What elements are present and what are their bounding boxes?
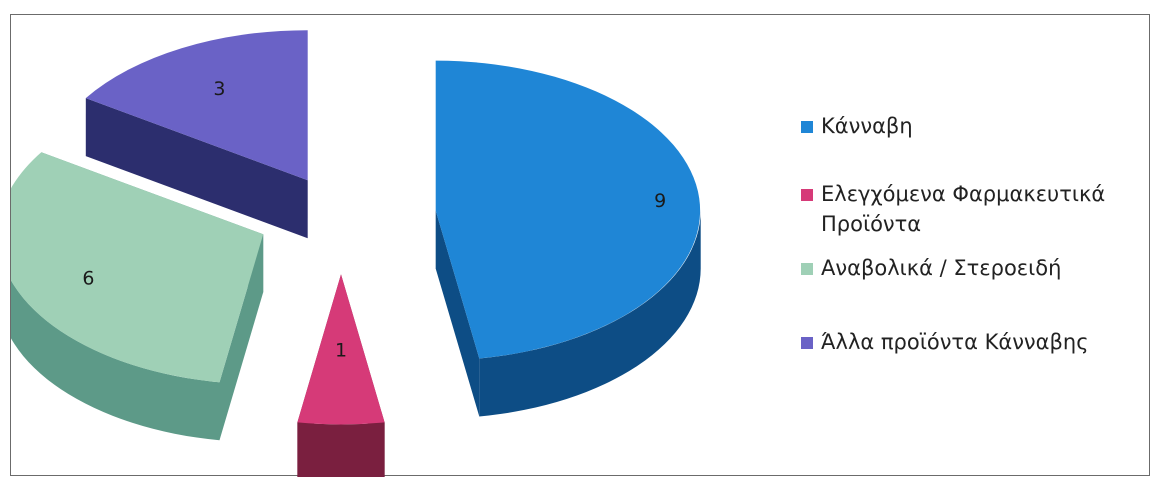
data-label-cannabis: 9 (654, 190, 666, 212)
data-label-other-cannabis: 3 (213, 78, 225, 100)
legend-label-other-cannabis: Άλλα προϊόντα Κάνναβης (821, 330, 1089, 354)
pie-slice-other-cannabis: 3 (85, 30, 308, 239)
pie-slice-rim-cannabis-0 (479, 210, 701, 417)
legend-swatch-anabolics (801, 263, 813, 275)
pie-slice-pharma: 1 (297, 274, 385, 477)
data-label-pharma: 1 (335, 339, 347, 361)
pie-slice-top-pharma (297, 274, 385, 425)
legend-item-pharma: Ελεγχόμενα Φαρμακευτικά Προϊόντα (801, 179, 1141, 239)
pie-slice-wall-other-cannabis-0 (85, 98, 308, 239)
pie-chart: 3 9 6 1 (11, 30, 701, 477)
legend-label-pharma: Ελεγχόμενα Φαρμακευτικά Προϊόντα (821, 182, 1106, 236)
legend-item-other-cannabis: Άλλα προϊόντα Κάνναβης (801, 327, 1141, 357)
legend-label-cannabis: Κάνναβη (821, 114, 913, 138)
pie-slice-anabolics: 6 (11, 152, 264, 441)
pie-slice-top-anabolics (11, 152, 264, 383)
pie-slice-top-other-cannabis (85, 30, 308, 181)
legend-swatch-other-cannabis (801, 337, 813, 349)
legend-swatch-cannabis (801, 121, 813, 133)
data-label-anabolics: 6 (82, 268, 94, 290)
legend-item-cannabis: Κάνναβη (801, 111, 1141, 141)
legend-item-anabolics: Αναβολικά / Στεροειδή (801, 253, 1141, 283)
legend-label-anabolics: Αναβολικά / Στεροειδή (821, 256, 1062, 280)
pie-slice-cannabis: 9 (435, 60, 701, 417)
pie-slice-top-cannabis (435, 60, 701, 359)
legend-swatch-pharma (801, 189, 813, 201)
pie-slice-wall-cannabis-1 (435, 210, 480, 417)
pie-slice-rim-pharma-0 (297, 422, 385, 477)
pie-slice-rim-anabolics-0 (11, 280, 220, 441)
chart-frame: 3 9 6 1 Κάνναβη Ελεγχόμενα Φαρμακευτικά Προ… (10, 14, 1150, 477)
